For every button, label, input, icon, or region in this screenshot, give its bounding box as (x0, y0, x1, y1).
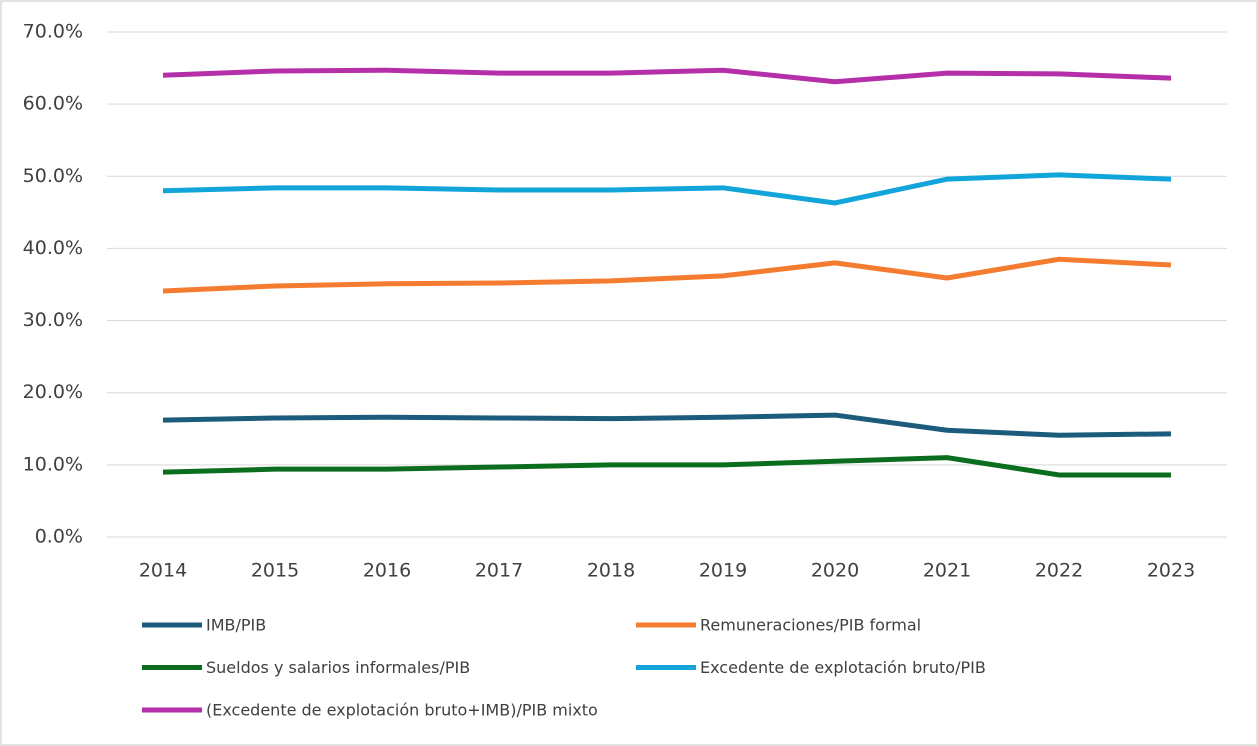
legend-label: Sueldos y salarios informales/PIB (206, 658, 470, 677)
x-tick-label: 2020 (811, 560, 859, 582)
y-tick-label: 40.0% (23, 237, 83, 259)
y-tick-label: 70.0% (23, 21, 83, 43)
legend-label: (Excedente de explotación bruto+IMB)/PIB… (206, 701, 598, 720)
series-line (162, 67, 1172, 85)
y-tick-label: 60.0% (23, 93, 83, 115)
legend-label: Excedente de explotación bruto/PIB (700, 658, 986, 677)
series-line (162, 455, 1171, 478)
legend-label: IMB/PIB (206, 616, 266, 635)
y-tick-label: 20.0% (23, 381, 83, 403)
x-tick-label: 2022 (1035, 560, 1083, 582)
x-tick-label: 2015 (251, 560, 299, 582)
y-tick-label: 10.0% (23, 453, 83, 475)
legend-label: Remuneraciones/PIB formal (700, 616, 921, 635)
y-tick-label: 0.0% (35, 526, 83, 548)
x-tick-label: 2016 (363, 560, 411, 582)
series-line (162, 256, 1172, 294)
y-tick-label: 50.0% (23, 165, 83, 187)
x-tick-label: 2023 (1147, 560, 1195, 582)
x-tick-label: 2019 (699, 560, 747, 582)
x-tick-label: 2018 (587, 560, 635, 582)
x-tick-label: 2017 (475, 560, 523, 582)
y-tick-label: 30.0% (23, 309, 83, 331)
x-tick-label: 2014 (139, 560, 187, 582)
series-line (162, 412, 1172, 438)
series-line (162, 172, 1172, 206)
x-tick-label: 2021 (923, 560, 971, 582)
